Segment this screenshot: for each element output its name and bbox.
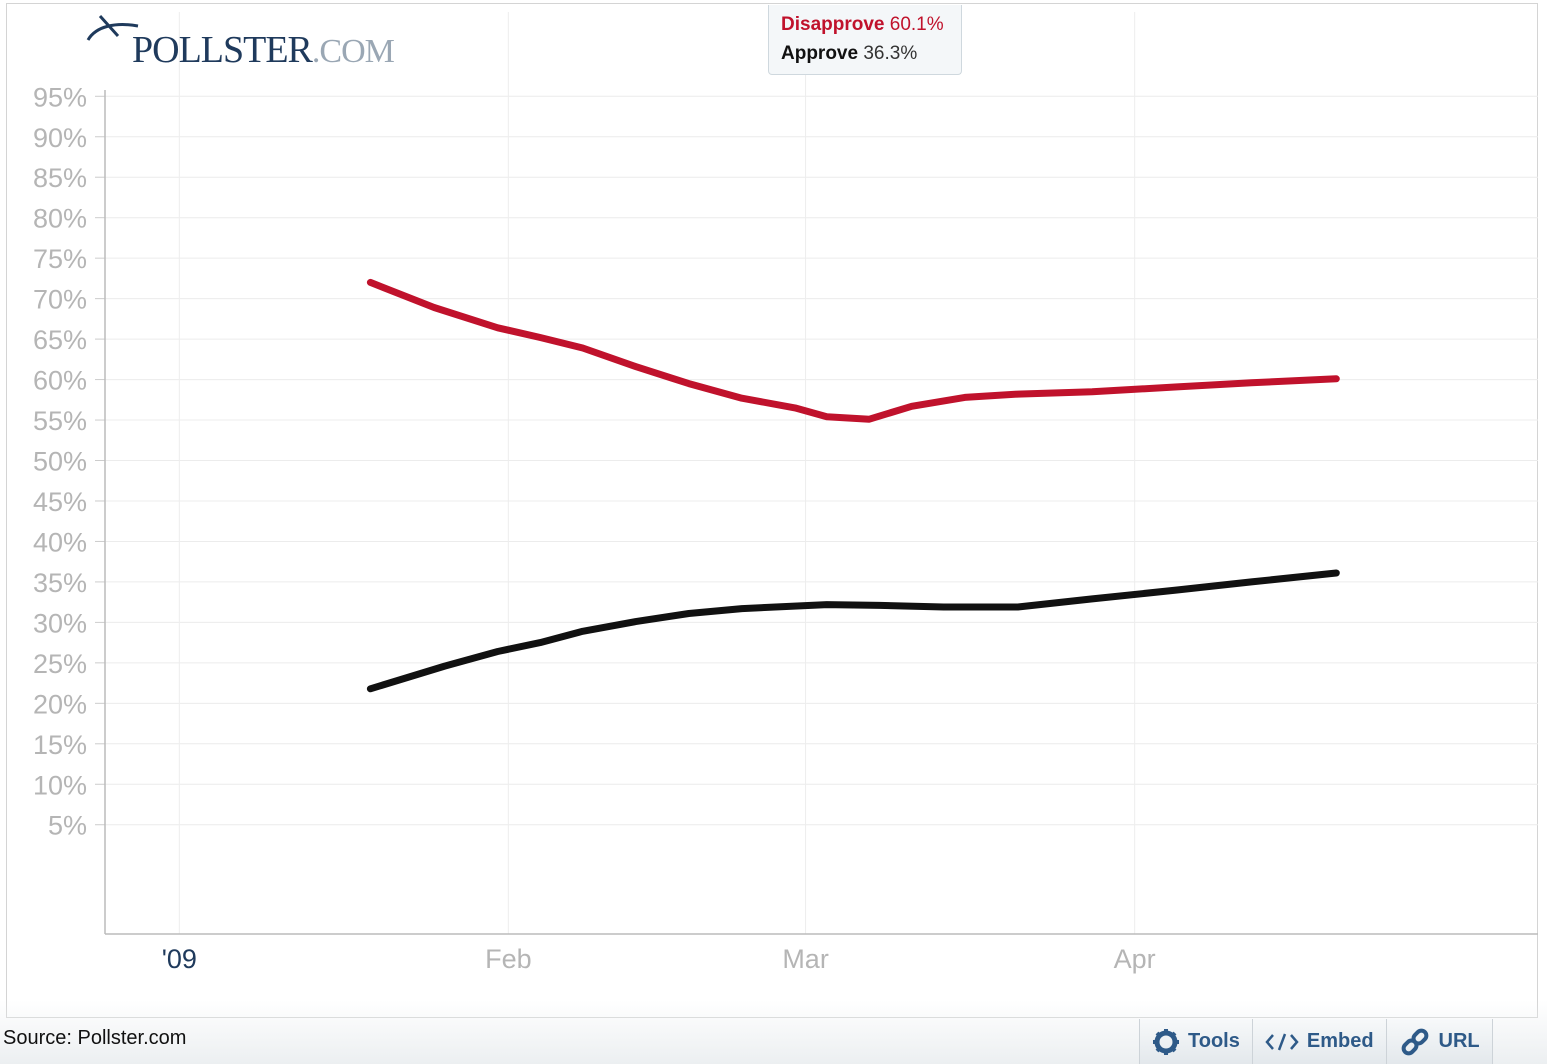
x-tick-label: Feb (485, 944, 532, 974)
y-tick-label: 30% (33, 608, 87, 638)
logo-text-domain: .COM (311, 33, 395, 70)
legend-item-approve[interactable]: Approve 36.3% (781, 43, 917, 65)
y-tick-label: 20% (33, 689, 87, 719)
y-tick-label: 55% (33, 406, 87, 436)
y-tick-label: 35% (33, 568, 87, 598)
link-icon (1399, 1026, 1431, 1058)
y-tick-label: 45% (33, 487, 87, 517)
tools-label: Tools (1188, 1030, 1240, 1052)
embed-label: Embed (1306, 1030, 1374, 1052)
series-line-disapprove (366, 278, 1340, 423)
logo-text-main: POLLSTER (132, 29, 313, 71)
tools-button[interactable]: Tools (1139, 1019, 1252, 1064)
x-tick-label: Mar (782, 944, 829, 974)
y-tick-label: 75% (33, 244, 87, 274)
series-line-approve (366, 569, 1340, 693)
legend-label-disapprove: Disapprove (781, 14, 885, 35)
code-icon (1265, 1032, 1299, 1052)
url-label: URL (1438, 1030, 1480, 1052)
y-tick-label: 25% (33, 649, 87, 679)
x-tick-label: '09 (162, 944, 197, 974)
y-tick-label: 80% (33, 204, 87, 234)
y-tick-label: 95% (33, 82, 87, 112)
embed-button[interactable]: Embed (1251, 1019, 1386, 1064)
y-tick-label: 85% (33, 163, 87, 193)
y-tick-label: 60% (33, 366, 87, 396)
legend-label-approve: Approve (781, 43, 859, 64)
y-tick-label: 10% (33, 770, 87, 800)
legend: Disapprove 60.1% Approve 36.3% (768, 5, 962, 75)
y-tick-label: 65% (33, 325, 87, 355)
pollster-logo: POLLSTER.COM (82, 10, 412, 71)
x-tick-label: Apr (1114, 944, 1156, 974)
y-tick-label: 90% (33, 123, 87, 153)
legend-value-disapprove: 60.1% (889, 14, 944, 35)
legend-value-approve: 36.3% (863, 43, 918, 64)
gear-icon (1152, 1028, 1180, 1056)
y-tick-label: 5% (48, 811, 87, 841)
toolbar: Tools Embed URL (1139, 1019, 1493, 1064)
url-button[interactable]: URL (1385, 1019, 1493, 1064)
logo-swoosh-icon (86, 14, 139, 41)
chart-frame (6, 3, 1538, 1018)
y-tick-label: 15% (33, 730, 87, 760)
source-note: Source: Pollster.com (3, 1027, 187, 1049)
y-tick-label: 40% (33, 527, 87, 557)
y-tick-label: 50% (33, 447, 87, 477)
y-tick-label: 70% (33, 285, 87, 315)
legend-item-disapprove[interactable]: Disapprove 60.1% (781, 14, 944, 36)
